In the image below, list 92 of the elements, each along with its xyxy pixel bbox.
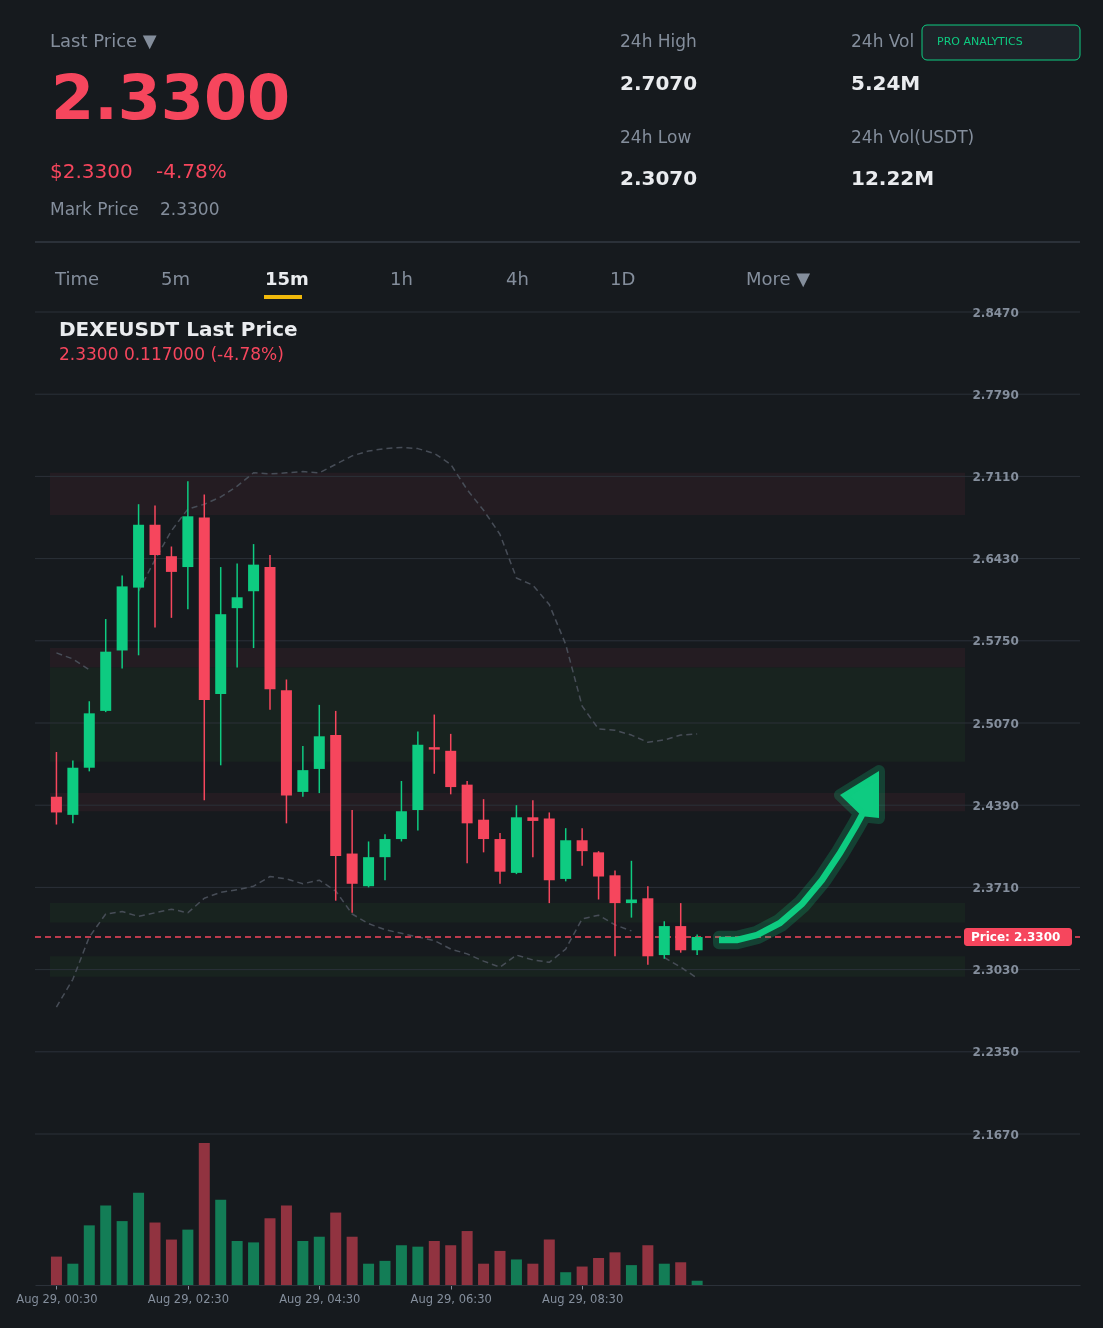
bar <box>691 1280 703 1285</box>
x-tick-label: Aug 29, 00:30 <box>16 1291 98 1306</box>
y-tick-label: 2.5750 <box>972 634 1019 649</box>
bar <box>313 1236 325 1285</box>
bar <box>543 1239 555 1285</box>
text: 4h <box>506 268 529 289</box>
bar <box>658 1263 670 1285</box>
bar <box>576 1266 588 1285</box>
bar <box>593 1258 605 1285</box>
candlestick <box>297 745 309 798</box>
bar <box>609 1252 621 1285</box>
text: Time <box>54 268 100 289</box>
y-tick-label: 2.1670 <box>972 1127 1019 1142</box>
y-tick-label: 2.7110 <box>972 469 1019 484</box>
candlestick <box>691 933 703 956</box>
bar <box>280 1205 292 1285</box>
bar <box>165 1239 177 1285</box>
bar <box>133 1192 145 1285</box>
text: 2.3070 <box>620 166 698 190</box>
text: Mark Price <box>50 199 139 219</box>
candlestick <box>50 751 62 826</box>
candlestick <box>165 545 177 619</box>
x-tick-label: Aug 29, 04:30 <box>279 1291 361 1306</box>
bar <box>428 1240 440 1285</box>
y-tick-label: 2.8470 <box>972 305 1019 320</box>
bar <box>494 1250 506 1285</box>
text: 5m <box>161 268 190 289</box>
bar <box>510 1259 522 1285</box>
candlestick <box>527 799 539 858</box>
bar <box>116 1221 128 1285</box>
bar <box>560 1272 572 1285</box>
bar <box>297 1240 309 1285</box>
bar <box>625 1265 637 1285</box>
text: 2.3300 <box>160 199 220 219</box>
candlestick <box>478 798 490 854</box>
bar <box>215 1199 227 1285</box>
bar <box>67 1263 79 1285</box>
y-tick-label: 2.5070 <box>972 716 1019 731</box>
text: 24h High <box>620 31 697 51</box>
ref-line-label: Price: 2.3300 <box>971 929 1061 944</box>
text: 2.3300 0.117000 (-4.78%) <box>59 344 284 364</box>
bar <box>198 1143 210 1285</box>
bar <box>379 1260 391 1285</box>
text: 24h Vol <box>851 31 915 51</box>
text: 1h <box>390 268 413 289</box>
candlestick <box>428 713 440 775</box>
x-tick-label: Aug 29, 06:30 <box>410 1291 492 1306</box>
x-tick-label: Aug 29, 02:30 <box>147 1291 229 1306</box>
bar <box>675 1262 687 1285</box>
text: Last Price ▼ <box>50 30 157 51</box>
bar <box>83 1225 95 1285</box>
text: 5.24M <box>851 71 921 95</box>
bar <box>231 1240 243 1285</box>
y-tick-label: 2.3030 <box>972 963 1019 978</box>
bar <box>478 1263 490 1285</box>
text: 2.7070 <box>620 71 698 95</box>
bar <box>412 1246 424 1285</box>
text: $2.3300 <box>50 159 133 183</box>
y-tick-label: 2.4390 <box>972 798 1019 813</box>
text: 2.3300 <box>51 61 291 134</box>
text: More ▼ <box>746 268 811 289</box>
bar <box>642 1245 654 1285</box>
text: 24h Low <box>620 127 692 147</box>
bar <box>330 1212 342 1285</box>
y-tick-label: 2.6430 <box>972 552 1019 567</box>
text: 24h Vol(USDT) <box>851 127 975 147</box>
y-tick-label: 2.7790 <box>972 387 1019 402</box>
bar <box>527 1263 539 1285</box>
candlestick <box>231 562 243 669</box>
bar <box>100 1205 112 1285</box>
bar <box>346 1236 358 1285</box>
bar <box>395 1245 407 1285</box>
candlestick <box>576 827 588 867</box>
candlestick <box>379 833 391 881</box>
y-tick-label: 2.2350 <box>972 1045 1019 1060</box>
text: 15m <box>265 268 309 289</box>
bar <box>445 1245 457 1285</box>
text: 1D <box>610 268 636 289</box>
chart-title: DEXEUSDT Last Price <box>59 317 298 341</box>
bar <box>149 1222 161 1285</box>
bar <box>50 1256 62 1285</box>
bar <box>461 1231 473 1285</box>
bar <box>363 1263 375 1285</box>
y-tick-label: 2.3710 <box>972 880 1019 895</box>
text: PRO ANALYTICS <box>937 35 1023 48</box>
text: -4.78% <box>156 159 227 183</box>
bar <box>248 1242 260 1285</box>
text: 12.22M <box>851 166 935 190</box>
candlestick <box>625 860 637 919</box>
bar <box>264 1218 276 1285</box>
x-tick-label: Aug 29, 08:30 <box>542 1291 624 1306</box>
bar <box>182 1229 194 1285</box>
